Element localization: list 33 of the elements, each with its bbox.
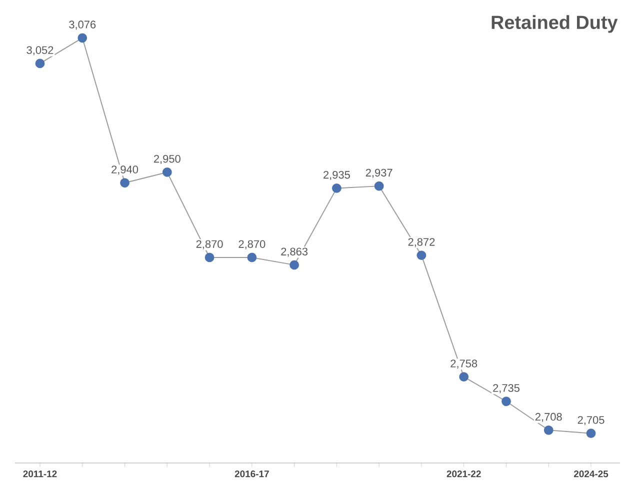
data-label: 2,735 xyxy=(493,384,520,394)
x-tick-label: 2021-22 xyxy=(446,470,481,478)
point xyxy=(544,425,554,435)
point xyxy=(247,252,257,262)
point xyxy=(586,428,596,438)
point xyxy=(35,58,45,68)
point xyxy=(459,372,469,382)
data-label: 3,052 xyxy=(26,46,54,56)
x-tick-label: 2016-17 xyxy=(234,470,269,478)
point xyxy=(120,178,130,188)
data-label: 2,950 xyxy=(154,154,180,164)
point xyxy=(204,252,214,262)
chart-title: Retained Duty xyxy=(492,15,618,33)
data-label: 2,708 xyxy=(535,412,562,422)
data-label: 2,863 xyxy=(281,248,308,257)
x-tick-label: 2011-12 xyxy=(23,470,57,478)
data-label: 3,076 xyxy=(69,20,96,30)
data-label: 2,940 xyxy=(112,166,138,175)
data-label: 2,937 xyxy=(366,168,392,178)
point xyxy=(162,168,172,177)
data-label: 2,870 xyxy=(238,240,266,250)
point xyxy=(502,396,511,406)
point xyxy=(78,33,88,43)
point xyxy=(332,183,342,193)
x-tick-label: 2024-25 xyxy=(574,470,608,478)
point xyxy=(290,260,300,270)
point xyxy=(416,250,426,260)
data-label: 2,935 xyxy=(324,170,350,180)
data-label: 2,870 xyxy=(196,240,223,250)
data-label: 2,758 xyxy=(450,360,478,369)
data-label: 2,705 xyxy=(578,416,604,426)
point xyxy=(374,181,384,191)
data-label: 2,872 xyxy=(408,238,435,248)
